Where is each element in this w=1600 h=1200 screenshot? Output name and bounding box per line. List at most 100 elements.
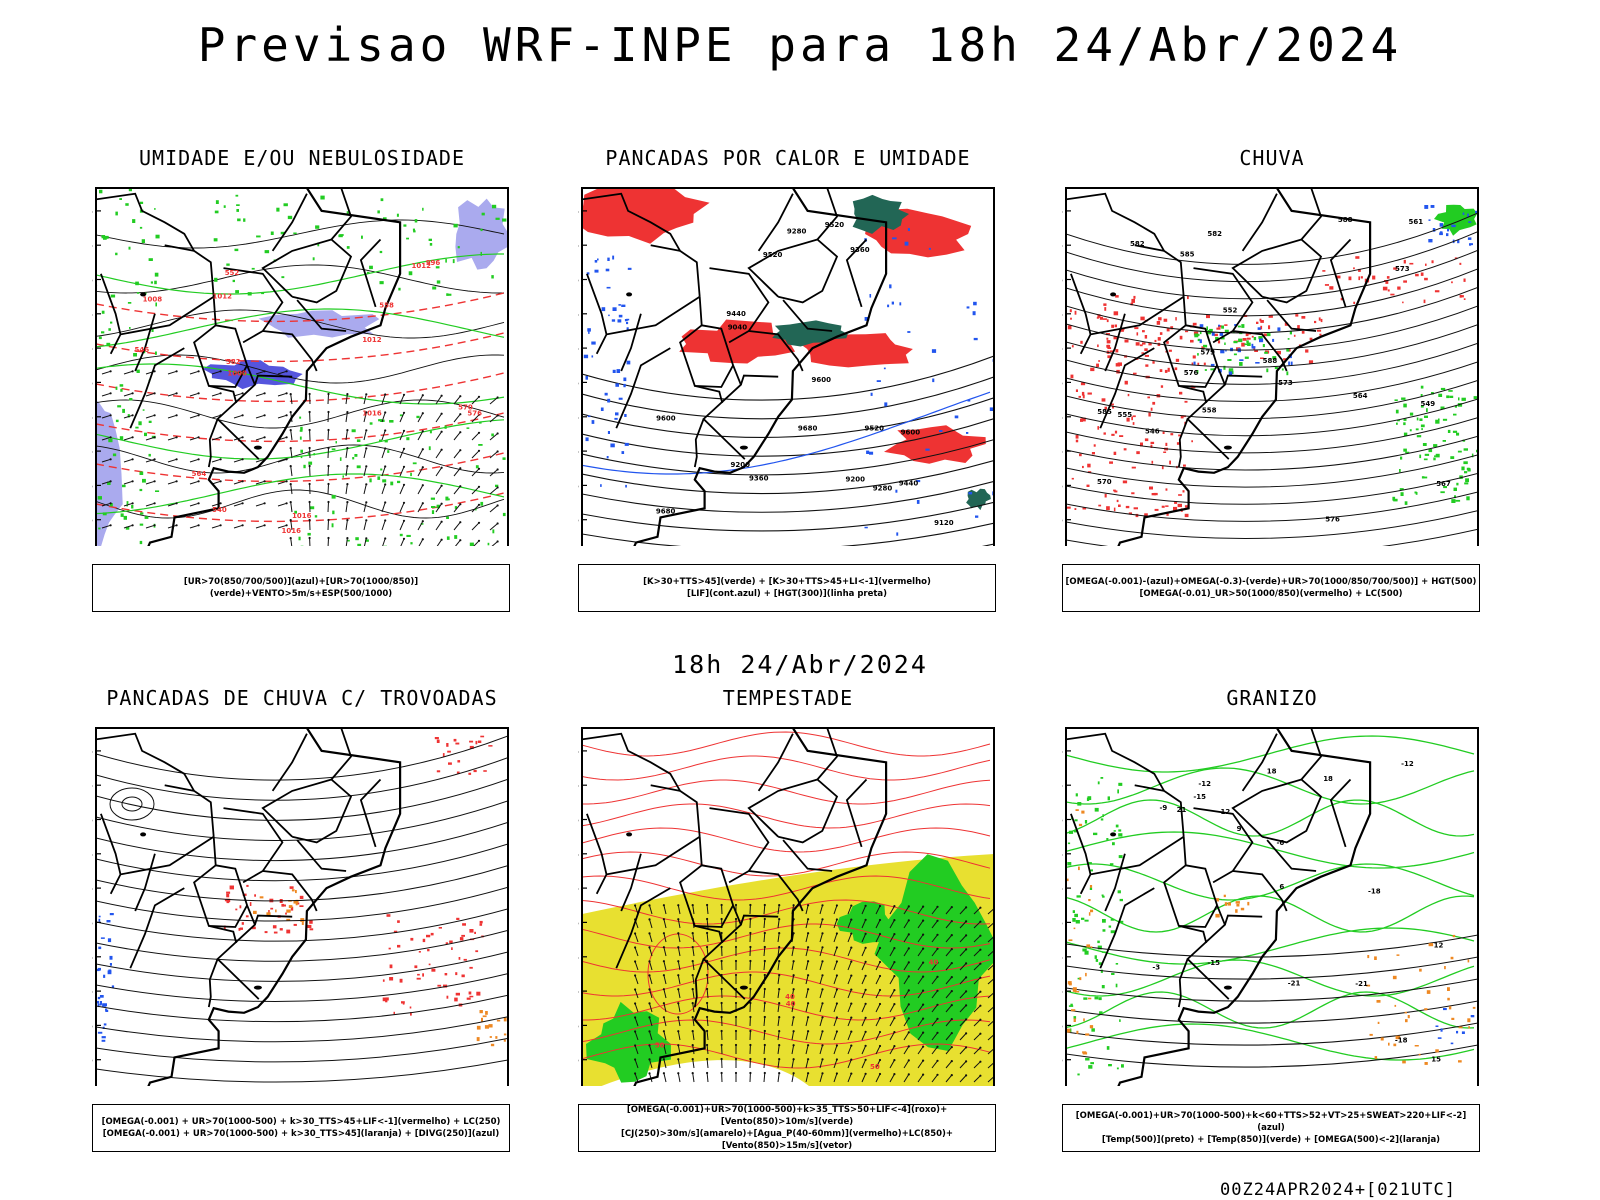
wind-vector xyxy=(936,1031,939,1034)
omega-area-red xyxy=(1260,320,1264,323)
green-contour-bit xyxy=(457,246,460,249)
omega-area-red xyxy=(1097,314,1101,318)
wind-vector xyxy=(417,448,424,459)
green-contour-bit xyxy=(469,542,474,546)
wind-vector xyxy=(692,933,695,943)
omega-area-red xyxy=(1301,330,1305,334)
run-info-label: 00Z24APR2024+[021UTC] xyxy=(1220,1180,1456,1200)
thunder-area-red xyxy=(428,963,431,966)
thickness-contour xyxy=(96,411,508,443)
height-contour xyxy=(1066,435,1478,471)
lat-tick-label: 18S xyxy=(578,816,579,826)
wind-vector xyxy=(889,947,895,957)
border-line xyxy=(223,267,284,344)
streamline xyxy=(96,951,508,982)
wind-vector xyxy=(677,1031,681,1041)
wind-vector xyxy=(706,932,709,943)
wind-vector xyxy=(835,1030,838,1033)
temp850-contour-bit xyxy=(1117,890,1121,894)
thunder-area-orange xyxy=(476,1037,480,1042)
wind-vector xyxy=(777,961,780,971)
wind-vector xyxy=(421,502,424,505)
wind-vector xyxy=(950,1060,953,1063)
lifted-index-contour-bit xyxy=(907,331,911,333)
wind-vector xyxy=(878,1072,882,1076)
wind-vector xyxy=(381,466,386,477)
omega-area-red xyxy=(1101,398,1106,402)
contour-label: 585 xyxy=(1180,251,1195,259)
omega-area-red xyxy=(1074,508,1077,510)
thunder-area-orange xyxy=(476,1025,481,1030)
omega-area-red xyxy=(1159,369,1163,372)
green-contour-bit xyxy=(102,512,107,516)
wind-vector xyxy=(878,1002,882,1006)
wind-vector xyxy=(453,413,461,423)
hail-area-blue xyxy=(1450,1042,1454,1045)
wind-vector xyxy=(893,905,896,908)
omega-area-orange xyxy=(1067,981,1072,985)
wind-vector xyxy=(255,392,265,397)
wind-vector xyxy=(289,429,292,432)
omega-area-red xyxy=(1185,330,1189,333)
omega-area-blue xyxy=(1272,338,1275,342)
panel-legend: [K>30+TTS>45](verde) + [K>30+TTS>45+LI<-… xyxy=(578,564,996,612)
humidity-area-dark xyxy=(203,359,303,390)
wind-vector xyxy=(893,961,896,964)
green-contour-bit xyxy=(128,246,131,250)
wind-vector xyxy=(903,1004,910,1013)
wind-vector xyxy=(289,519,292,522)
wind-vector xyxy=(417,430,424,441)
wind-vector xyxy=(861,1017,867,1027)
wind-vector xyxy=(861,947,867,957)
thunder-area-red xyxy=(466,997,471,1000)
green-contour-bit xyxy=(119,436,124,440)
wind-vector xyxy=(979,906,982,909)
green-contour-bit xyxy=(119,384,124,387)
wind-vector xyxy=(384,483,387,486)
lat-tick-label: 33S xyxy=(1062,987,1063,997)
omega-area-red xyxy=(1071,345,1074,348)
omega-area-red xyxy=(1112,406,1115,409)
contour-label: 579 xyxy=(1200,349,1215,357)
thunder-area-orange xyxy=(503,1039,506,1042)
omega-area-orange xyxy=(1376,1000,1381,1003)
contour-label: 1012 xyxy=(213,292,233,300)
lifted-index-contour-bit xyxy=(612,255,615,260)
border-line xyxy=(1232,330,1288,372)
omega-area-red xyxy=(1140,442,1143,447)
border-line xyxy=(782,299,833,332)
wind-vector xyxy=(384,393,387,396)
omega-area-orange xyxy=(1223,894,1226,898)
wind-vector xyxy=(734,1029,738,1033)
streamline xyxy=(96,908,508,942)
streamline xyxy=(96,843,508,882)
omega-area-red xyxy=(1131,492,1135,495)
wind-vector xyxy=(649,989,653,999)
wind-vector xyxy=(950,1074,953,1077)
wind-vector xyxy=(917,1060,924,1069)
wind-vector xyxy=(345,502,348,513)
temp850-contour-bit xyxy=(1110,930,1116,934)
height-contour xyxy=(1066,454,1478,488)
wind-vector xyxy=(663,1073,667,1083)
lat-tick-label: 30S xyxy=(578,413,579,423)
contour-label: 1016 xyxy=(362,410,382,418)
omega-area-orange xyxy=(1380,1037,1384,1041)
temp850-contour-bit xyxy=(1106,1046,1110,1050)
wind-vector xyxy=(691,904,694,907)
wind-vector xyxy=(893,947,896,950)
omega-area-red xyxy=(1159,332,1163,335)
wind-vector xyxy=(459,521,462,524)
omega-area-red xyxy=(1124,339,1129,343)
green-contour-bit xyxy=(299,436,302,440)
wind-vector xyxy=(763,988,766,999)
omega-area-red xyxy=(1132,415,1136,418)
omega-area-green xyxy=(1451,499,1456,503)
omega-area-green xyxy=(1449,395,1454,398)
divergence-area-blue xyxy=(102,1003,107,1007)
omega-area-blue xyxy=(1257,327,1261,330)
wind-vector xyxy=(706,931,709,935)
wind-vector xyxy=(175,370,178,373)
omega-area-orange xyxy=(1075,809,1079,811)
omega-area-red xyxy=(1113,489,1116,492)
